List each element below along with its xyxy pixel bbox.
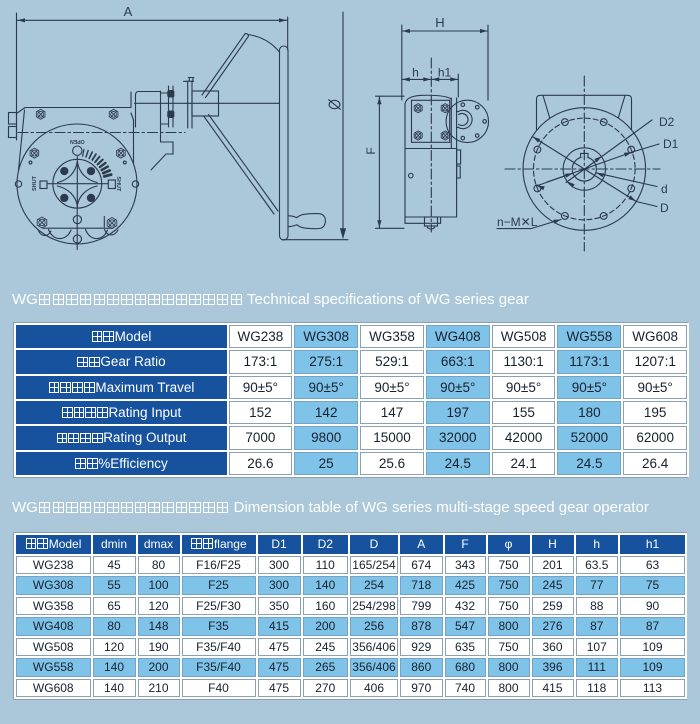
svg-text:OPEN: OPEN [70, 138, 85, 144]
svg-text:H: H [435, 15, 444, 30]
svg-text:d: d [661, 182, 668, 196]
svg-text:D2: D2 [659, 115, 675, 129]
svg-text:D1: D1 [663, 137, 679, 151]
svg-text:SHUT: SHUT [32, 175, 38, 191]
svg-text:h1: h1 [438, 66, 452, 80]
svg-text:A: A [124, 4, 133, 19]
svg-text:n−M✕L: n−M✕L [497, 215, 538, 229]
svg-text:F: F [364, 147, 378, 154]
svg-text:SHUT: SHUT [115, 176, 121, 192]
svg-text:D: D [660, 201, 669, 215]
svg-text:h: h [412, 66, 419, 80]
